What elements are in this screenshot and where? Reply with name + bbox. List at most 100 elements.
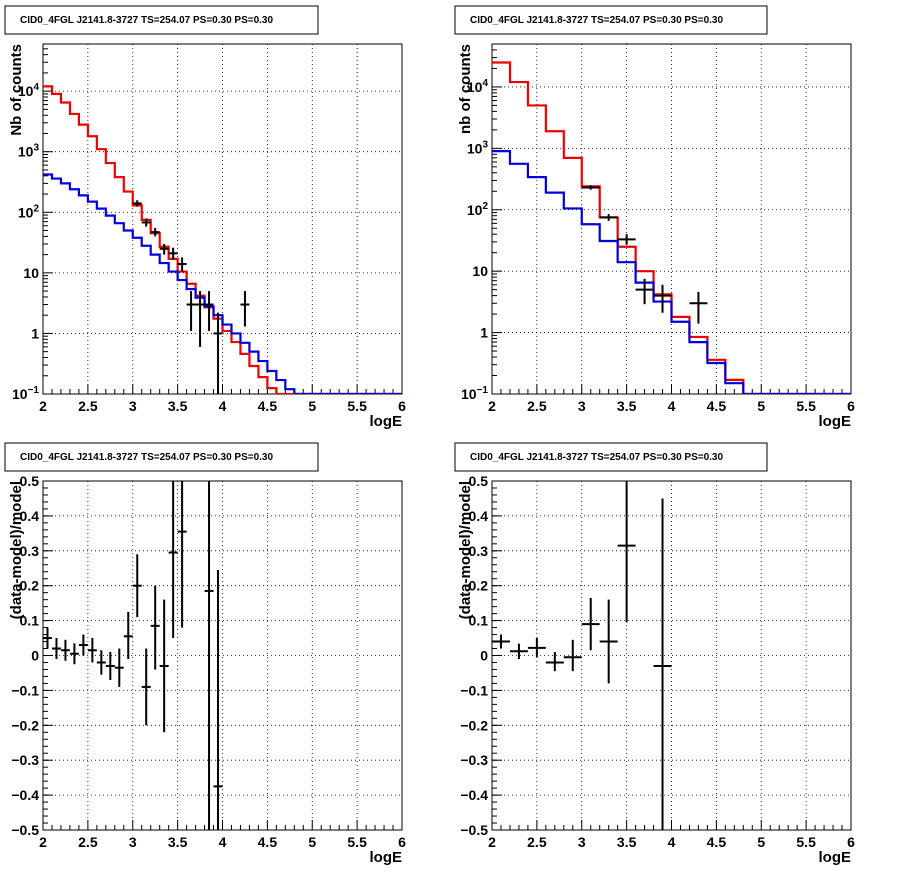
y-tick-label-exponent: 2 — [33, 203, 39, 214]
y-tick-label: 0.3 — [20, 543, 40, 559]
y-axis-label: (data-model)/model — [457, 481, 474, 619]
y-tick-label: 1 — [31, 325, 39, 341]
data-point — [581, 185, 600, 190]
y-axis-label: Nb of counts — [8, 44, 25, 136]
data-point — [159, 243, 169, 255]
y-tick-label: 103 — [18, 143, 40, 160]
data-point — [78, 634, 88, 656]
y-tick-label-base: 10 — [472, 263, 488, 279]
series-2 — [581, 185, 708, 324]
y-tick-label: −0.2 — [460, 717, 488, 733]
series-0 — [43, 85, 402, 394]
data-point — [51, 638, 61, 659]
x-tick-label: 3 — [129, 834, 137, 850]
x-tick-label: 5.5 — [347, 834, 367, 850]
x-tick-label: 5.5 — [347, 398, 367, 414]
x-tick-label: 4.5 — [258, 398, 278, 414]
y-axis-label: (data-model)/model — [8, 481, 25, 619]
series-0 — [43, 481, 223, 830]
x-tick-label: 6 — [847, 398, 855, 414]
chart-panel-2: 2 2.5 3 3.5 4 4.5 5 5.5 610−1110102103104logEnb … — [454, 5, 855, 430]
data-point — [213, 312, 223, 394]
chart-panel-4: 2 2.5 3 3.5 4 4.5 5 5.5 6 −0.5 −0.4 −0.3 −0.2 −0.1 0 0.… — [454, 442, 855, 866]
data-point — [177, 481, 187, 628]
title-box — [4, 442, 319, 472]
y-tick-label-base: 10 — [12, 386, 28, 402]
data-point — [689, 291, 708, 324]
y-tick-label: 10 — [23, 265, 39, 281]
x-axis-label: logE — [819, 849, 852, 866]
data-point — [69, 643, 79, 665]
x-tick-label: 2 — [488, 834, 496, 850]
y-tick-label: 104 — [18, 82, 40, 99]
data-point — [204, 291, 214, 331]
y-tick-label: −0.5 — [460, 822, 488, 838]
data-point — [204, 481, 214, 830]
data-point — [213, 569, 223, 830]
grid — [492, 44, 851, 394]
data-point — [105, 652, 115, 680]
data-point — [581, 597, 600, 651]
x-tick-label: 3 — [578, 398, 586, 414]
x-tick-label: 5 — [308, 834, 316, 850]
y-tick-label: −0.3 — [11, 752, 39, 768]
y-tick-label-base: 10 — [461, 386, 477, 402]
x-tick-label: 4 — [219, 398, 227, 414]
series-0 — [492, 61, 851, 394]
data-point — [168, 481, 178, 639]
y-tick-label: 0 — [31, 648, 39, 664]
data-point — [653, 498, 672, 830]
y-tick-label: 1 — [480, 325, 488, 341]
y-tick-label: 103 — [467, 139, 489, 156]
data-point — [186, 291, 196, 331]
x-tick-label: 4.5 — [707, 834, 727, 850]
y-tick-label: 0.1 — [469, 613, 489, 629]
x-tick-label: 2 — [39, 398, 47, 414]
y-tick-label-exponent: 3 — [482, 139, 488, 150]
data-point — [168, 247, 178, 260]
series-1 — [492, 150, 851, 394]
y-tick-label: 102 — [467, 201, 489, 218]
data-point — [159, 599, 169, 733]
x-tick-label: 6 — [398, 834, 406, 850]
x-tick-label: 4.5 — [258, 834, 278, 850]
title-box — [454, 5, 768, 35]
data-point — [635, 278, 654, 305]
y-tick-label: 0.5 — [20, 473, 40, 489]
series-0 — [492, 481, 672, 830]
y-tick-label: 0.4 — [20, 508, 40, 524]
model-component-histogram — [43, 173, 402, 394]
x-axis-label: logE — [370, 849, 403, 866]
x-axis-label: logE — [819, 413, 852, 430]
x-tick-label: 5 — [308, 398, 316, 414]
data-point — [599, 214, 618, 221]
model-component-histogram — [492, 150, 851, 394]
y-tick-label: 10−1 — [461, 385, 488, 402]
x-axis-label: logE — [370, 413, 403, 430]
y-tick-label: 0 — [480, 648, 488, 664]
series-1 — [43, 173, 402, 394]
y-tick-label: 10 — [472, 263, 488, 279]
data-point — [177, 257, 187, 272]
data-point — [123, 611, 133, 659]
y-axis-label: nb of counts — [457, 44, 474, 134]
data-point — [653, 284, 672, 313]
data-point — [87, 638, 97, 663]
data-point — [195, 291, 205, 347]
data-point — [599, 599, 618, 684]
panel-title: CID0_4FGL J2141.8-3727 TS=254.07 PS=0.30… — [470, 452, 723, 463]
grid — [492, 481, 851, 830]
panel-title: CID0_4FGL J2141.8-3727 TS=254.07 PS=0.30… — [470, 15, 723, 26]
x-tick-label: 3 — [129, 398, 137, 414]
data-point — [96, 650, 106, 675]
title-box — [4, 5, 319, 35]
chart-panel-1: 2 2.5 3 3.5 4 4.5 5 5.5 610−1110102103104logENb … — [4, 5, 406, 430]
y-tick-label-base: 10 — [23, 265, 39, 281]
data-point — [509, 643, 528, 659]
x-tick-label: 3.5 — [168, 834, 188, 850]
y-tick-label: 0.5 — [469, 473, 489, 489]
data-point — [114, 648, 124, 687]
y-tick-label: 0.3 — [469, 543, 489, 559]
y-tick-label-base: 1 — [480, 325, 488, 341]
